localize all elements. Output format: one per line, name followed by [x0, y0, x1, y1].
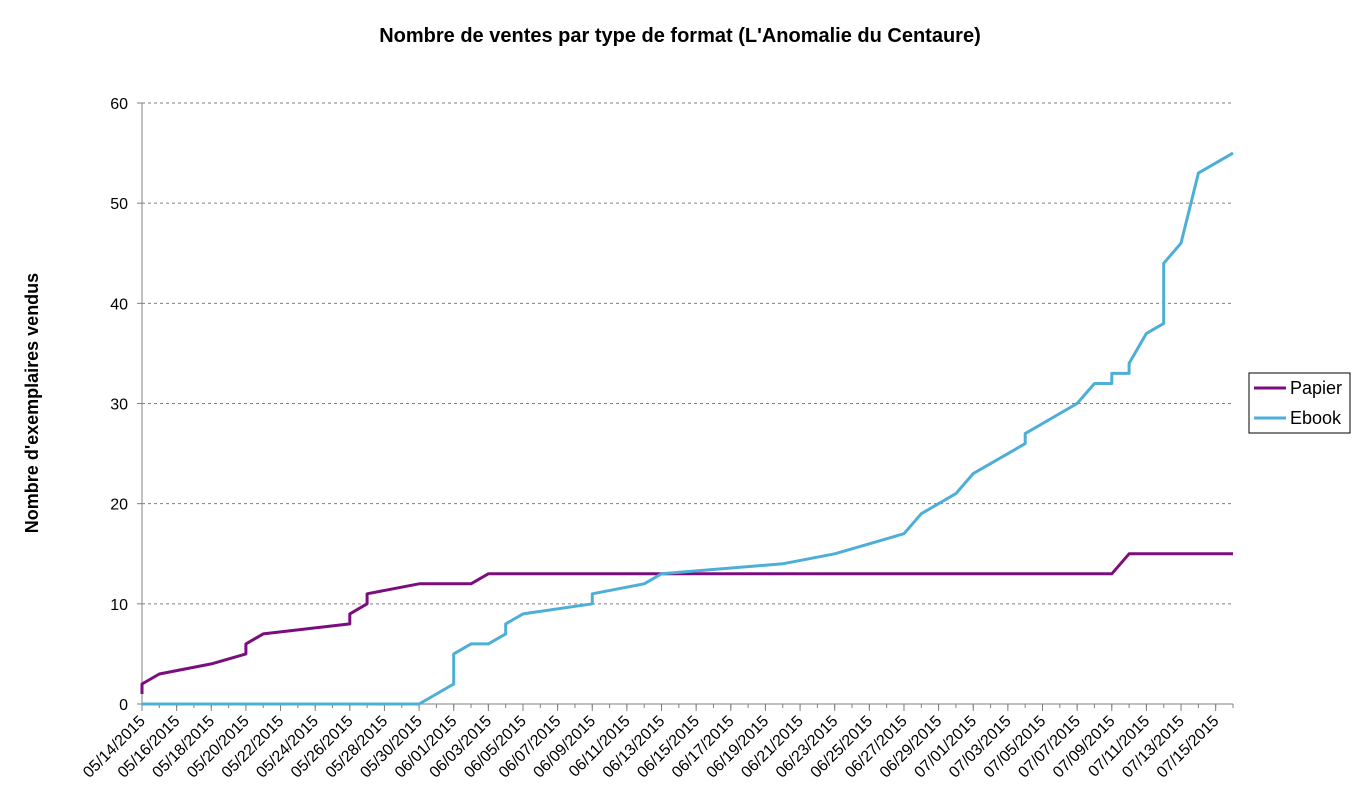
chart-title: Nombre de ventes par type de format (L'A… [379, 25, 981, 47]
legend-label-ebook: Ebook [1290, 408, 1342, 428]
legend-label-papier: Papier [1290, 378, 1342, 398]
series-line-ebook [142, 151, 1234, 706]
legend: Papier Ebook [1248, 372, 1351, 434]
y-axis-title: Nombre d'exemplaires vendus [22, 273, 42, 533]
y-tick-label: 40 [110, 296, 128, 313]
y-tick-label: 20 [110, 497, 128, 514]
series-lines [140, 151, 1234, 706]
y-tick-label: 0 [119, 697, 128, 714]
y-tick-label: 30 [110, 397, 128, 414]
y-tick-label: 60 [110, 96, 128, 113]
y-tick-label: 10 [110, 597, 128, 614]
legend-box [1248, 372, 1351, 434]
axes: 010203040506005/14/201505/16/201505/18/2… [80, 96, 1234, 781]
series-line-papier [140, 552, 1233, 694]
gridlines [142, 102, 1233, 605]
y-tick-label: 50 [110, 196, 128, 213]
